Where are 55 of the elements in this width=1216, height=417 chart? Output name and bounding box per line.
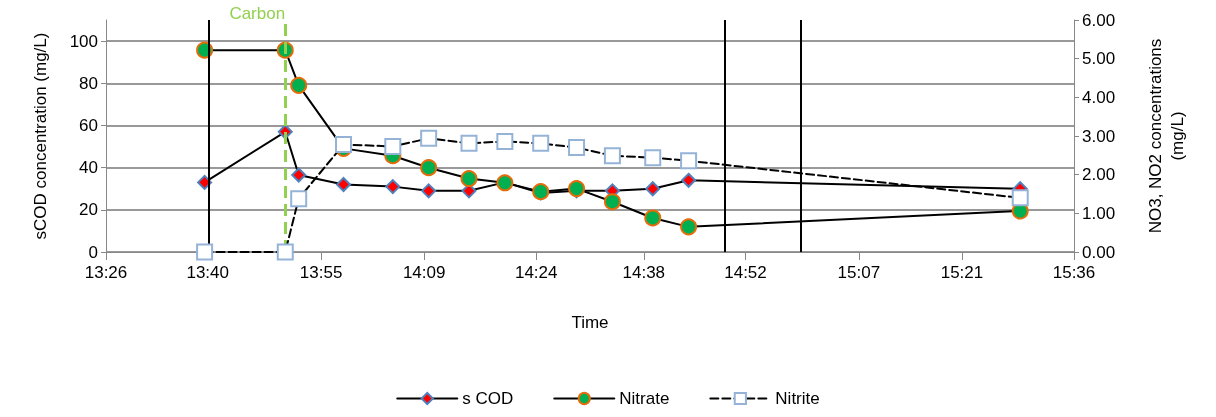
x-tick-label: 13:55: [299, 263, 343, 282]
y2-tick-label: 3.00: [1082, 126, 1116, 146]
y-tick-label: 0: [88, 242, 98, 262]
y2-tick-label: 6.00: [1082, 10, 1116, 30]
point: [336, 177, 352, 193]
x-axis-title: Time: [571, 313, 609, 332]
y2-tick-label: 2.00: [1082, 165, 1116, 185]
x-tick-label: 14:52: [724, 263, 767, 282]
legend-label: Nitrite: [775, 389, 820, 408]
y2-axis-title: NO3, NO2 concentrations (mg/L): [1145, 38, 1187, 234]
y-tick-label: 100: [69, 31, 98, 51]
point: [384, 137, 402, 155]
x-tick-label: 14:38: [622, 263, 666, 282]
point: [603, 147, 621, 165]
point: [291, 167, 307, 183]
point: [290, 76, 308, 94]
x-tick-label: 15:21: [940, 263, 984, 282]
point: [421, 183, 437, 199]
point: [276, 243, 294, 261]
point: [1011, 189, 1029, 207]
y-tick-label: 60: [79, 115, 98, 135]
y2-tick-label: 1.00: [1082, 203, 1116, 223]
y-tick-label: 80: [79, 73, 98, 93]
x-tick-label: 13:40: [186, 263, 229, 282]
point: [460, 170, 478, 188]
x-tick-label: 15:07: [837, 263, 881, 282]
point: [290, 190, 308, 208]
x-tick-label: 13:26: [84, 263, 128, 282]
ref-line-label: Carbon: [229, 4, 286, 23]
y-axis-title: sCOD concentration (mg/L): [30, 32, 50, 240]
point: [680, 218, 698, 236]
x-tick-label: 15:36: [1052, 263, 1096, 282]
point: [645, 181, 661, 197]
point: [644, 209, 662, 227]
y2-tick-label: 5.00: [1082, 49, 1116, 69]
point: [460, 134, 478, 152]
y2-tick-label: 4.00: [1082, 87, 1116, 107]
y2-tick-label: 0.00: [1082, 242, 1116, 262]
point: [681, 172, 697, 188]
y-tick-label: 20: [79, 200, 98, 220]
point: [680, 152, 698, 170]
point: [196, 243, 214, 261]
y-tick-label: 40: [79, 158, 98, 178]
x-tick-label: 14:24: [514, 263, 558, 282]
point: [644, 149, 662, 167]
point: [568, 139, 586, 157]
legend-label: s COD: [462, 389, 514, 408]
point: [603, 193, 621, 211]
legend-label: Nitrate: [619, 389, 670, 408]
point: [385, 179, 401, 195]
point: [420, 159, 438, 177]
point: [532, 134, 550, 152]
point: [496, 132, 514, 150]
x-tick-label: 14:09: [402, 263, 446, 282]
point: [420, 129, 438, 147]
